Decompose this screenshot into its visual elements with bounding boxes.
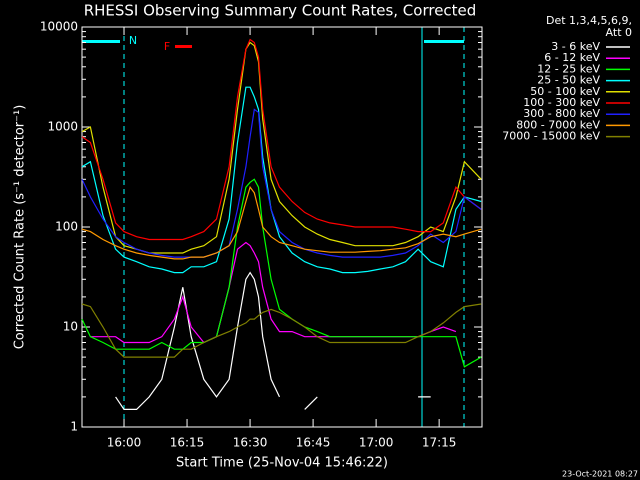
- night-bar: [82, 40, 120, 43]
- x-tick-label: 17:00: [359, 436, 394, 450]
- legend-label: 25 - 50 keV: [537, 74, 600, 87]
- series-line: [81, 303, 482, 358]
- legend-header: Att 0: [606, 26, 632, 39]
- x-tick-label: 16:45: [296, 436, 331, 450]
- legend-label: 100 - 300 keV: [523, 96, 600, 109]
- y-tick-label: 10: [63, 320, 78, 334]
- night-bar: [424, 40, 464, 43]
- x-tick-label: 17:15: [422, 436, 457, 450]
- footer: 23-Oct-2021 08:27: [562, 470, 638, 479]
- series-line: [115, 271, 431, 410]
- x-tick-label: 16:30: [233, 436, 268, 450]
- legend-label: 300 - 800 keV: [523, 107, 600, 120]
- legend-header: Det 1,3,4,5,6,9,: [546, 14, 632, 27]
- legend-label: 6 - 12 keV: [544, 51, 600, 64]
- legend-label: 7000 - 15000 keV: [502, 130, 600, 143]
- series-line: [81, 178, 482, 368]
- legend-label: 12 - 25 keV: [537, 62, 600, 75]
- legend-label: 50 - 100 keV: [530, 85, 600, 98]
- series-line: [81, 86, 482, 274]
- x-tick-label: 16:15: [170, 436, 205, 450]
- x-tick-label: 16:00: [107, 436, 142, 450]
- y-tick-label: 10000: [40, 20, 78, 34]
- series-line: [90, 241, 457, 344]
- legend-label: 3 - 6 keV: [551, 40, 600, 53]
- night-label: N: [129, 34, 137, 47]
- flare-bar: [175, 45, 192, 48]
- y-tick-label: 100: [55, 220, 78, 234]
- x-axis-label: Start Time (25-Nov-04 15:46:22): [176, 456, 388, 471]
- y-tick-label: 1000: [47, 120, 78, 134]
- y-axis-label: Corrected Count Rate (s⁻¹ detector⁻¹): [13, 105, 28, 350]
- y-tick-label: 1: [70, 420, 78, 434]
- annotations: N F: [81, 27, 465, 427]
- chart-title: RHESSI Observing Summary Count Rates, Co…: [84, 2, 477, 20]
- series-line: [81, 38, 482, 241]
- legend-label: 800 - 7000 keV: [516, 118, 600, 131]
- series-line: [81, 108, 482, 258]
- series-line: [81, 41, 482, 254]
- series-line: [81, 185, 482, 260]
- flare-label: F: [164, 40, 170, 53]
